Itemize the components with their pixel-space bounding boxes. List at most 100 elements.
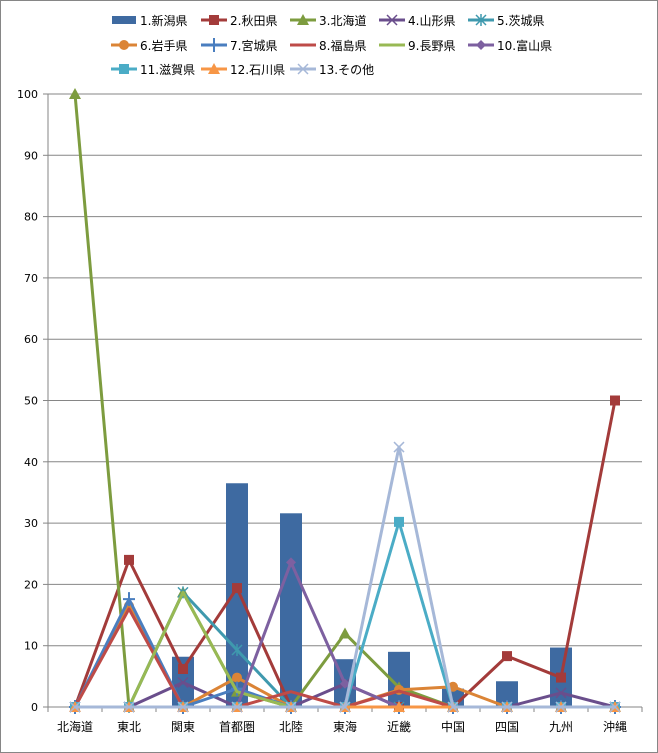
data-point-近畿: [394, 516, 404, 527]
x-axis-ticks: 北海道 東北 関東 首都圏 北陸 東海 近畿 中国 四国 九州 沖縄: [57, 719, 627, 734]
data-point-北陸: [286, 557, 296, 568]
y-tick-label: 30: [24, 517, 38, 530]
legend-item-13: 13.その他: [289, 61, 374, 77]
legend-marker-icon: [208, 63, 220, 74]
x-tick-label: 首都圏: [219, 720, 255, 734]
data-point-首都圏: [232, 583, 242, 594]
legend-label: 12.石川県: [230, 62, 286, 77]
legend-label: 3.北海道: [319, 13, 367, 28]
legend-label: 11.滋賀県: [140, 62, 196, 77]
legend-item-8: 8.福島県: [289, 37, 366, 53]
data-point-関東: [177, 701, 189, 713]
legend: 1.新潟県 2.秋田県 3.北海道 4.山形県 5.茨城県 6.岩手県 7.宮城県 8.福島県…: [0, 0, 658, 85]
legend-label: 8.福島県: [319, 38, 367, 53]
legend-swatch-icon: [111, 40, 137, 50]
data-point-東海: [339, 627, 351, 639]
legend-item-12: 12.石川県: [200, 61, 285, 77]
legend-marker-icon: [297, 63, 309, 75]
data-point-東北: [124, 554, 134, 565]
y-tick-label: 90: [24, 149, 38, 162]
legend-swatch-icon: [290, 14, 316, 25]
legend-marker-icon: [119, 64, 129, 74]
data-point-首都圏: [231, 701, 243, 713]
y-tick-label: 80: [24, 211, 38, 224]
series-13: [69, 441, 621, 713]
legend-swatch-icon: [290, 43, 316, 47]
legend-item-1: 1.新潟県: [110, 12, 187, 28]
legend-marker-icon: [476, 40, 486, 50]
legend-swatch-icon: [201, 63, 227, 74]
data-point-北海道: [69, 701, 81, 713]
data-point-北陸: [285, 701, 297, 713]
y-tick-label: 100: [17, 88, 38, 101]
x-tick-label: 北陸: [279, 720, 303, 734]
data-point-沖縄: [609, 701, 621, 713]
legend-label: 2.秋田県: [230, 13, 278, 28]
x-tick-label: 北海道: [57, 719, 93, 734]
legend-label: 13.その他: [319, 62, 375, 77]
legend-swatch-icon: [468, 14, 494, 26]
y-tick-label: 10: [24, 640, 38, 653]
legend-marker-icon: [297, 14, 309, 25]
x-tick-label: 東海: [333, 719, 357, 734]
data-point-近畿: [393, 701, 405, 712]
legend-marker-icon: [119, 40, 129, 50]
y-tick-label: 20: [24, 578, 38, 591]
line-series: [69, 88, 621, 714]
y-axis-ticks: 0 10 20 30 40 50 60 70 80 90 100: [17, 88, 48, 714]
legend-item-4: 4.山形県: [378, 12, 455, 28]
legend-marker-icon: [209, 15, 219, 25]
y-tick-label: 50: [24, 395, 38, 408]
legend-swatch-icon: [201, 38, 227, 52]
legend-swatch-icon: [201, 15, 227, 25]
x-tick-label: 九州: [549, 720, 573, 734]
legend-swatch-icon: [290, 63, 316, 75]
legend-item-10: 10.富山県: [467, 37, 552, 53]
y-tick-label: 0: [31, 701, 38, 714]
legend-item-5: 5.茨城県: [467, 12, 544, 28]
x-tick-label: 東北: [117, 720, 141, 734]
data-point-近畿: [393, 441, 405, 453]
y-tick-label: 70: [24, 272, 38, 285]
bar-北陸: [280, 513, 302, 707]
legend-item-9: 9.長野県: [378, 37, 455, 53]
data-point-東海: [340, 678, 350, 689]
legend-item-11: 11.滋賀県: [110, 61, 195, 77]
y-tick-label: 40: [24, 456, 38, 469]
legend-label: 9.長野県: [408, 38, 456, 53]
bar-首都圏: [226, 483, 248, 707]
x-tick-label: 四国: [495, 720, 519, 734]
data-point-東北: [123, 592, 135, 607]
legend-label: 10.富山県: [497, 38, 553, 53]
data-point-四国: [502, 651, 512, 662]
legend-marker-icon: [475, 14, 487, 26]
data-point-九州: [556, 672, 566, 683]
data-point-九州: [555, 701, 567, 713]
legend-label: 1.新潟県: [140, 13, 188, 28]
legend-swatch-icon: [112, 16, 136, 24]
x-tick-label: 沖縄: [603, 719, 627, 734]
legend-swatch-icon: [111, 64, 137, 74]
data-point-東北: [123, 701, 135, 713]
data-point-東海: [339, 701, 351, 713]
x-tick-label: 近畿: [387, 720, 411, 734]
data-point-首都圏: [232, 672, 242, 683]
legend-marker-icon: [208, 38, 220, 52]
data-point-九州: [555, 687, 567, 699]
legend-swatch-icon: [379, 14, 405, 26]
data-point-関東: [177, 676, 189, 689]
legend-label: 5.茨城県: [497, 13, 545, 28]
data-point-首都圏: [231, 643, 243, 656]
bar-四国: [496, 681, 518, 707]
legend-item-2: 2.秋田県: [200, 12, 277, 28]
data-point-四国: [501, 701, 513, 713]
legend-label: 7.宮城県: [230, 38, 278, 53]
data-point-沖縄: [610, 395, 620, 406]
legend-swatch-icon: [379, 43, 405, 47]
legend-item-3: 3.北海道: [289, 12, 366, 28]
x-tick-label: 関東: [171, 720, 195, 734]
y-tick-label: 60: [24, 333, 38, 346]
legend-label: 6.岩手県: [140, 38, 188, 53]
